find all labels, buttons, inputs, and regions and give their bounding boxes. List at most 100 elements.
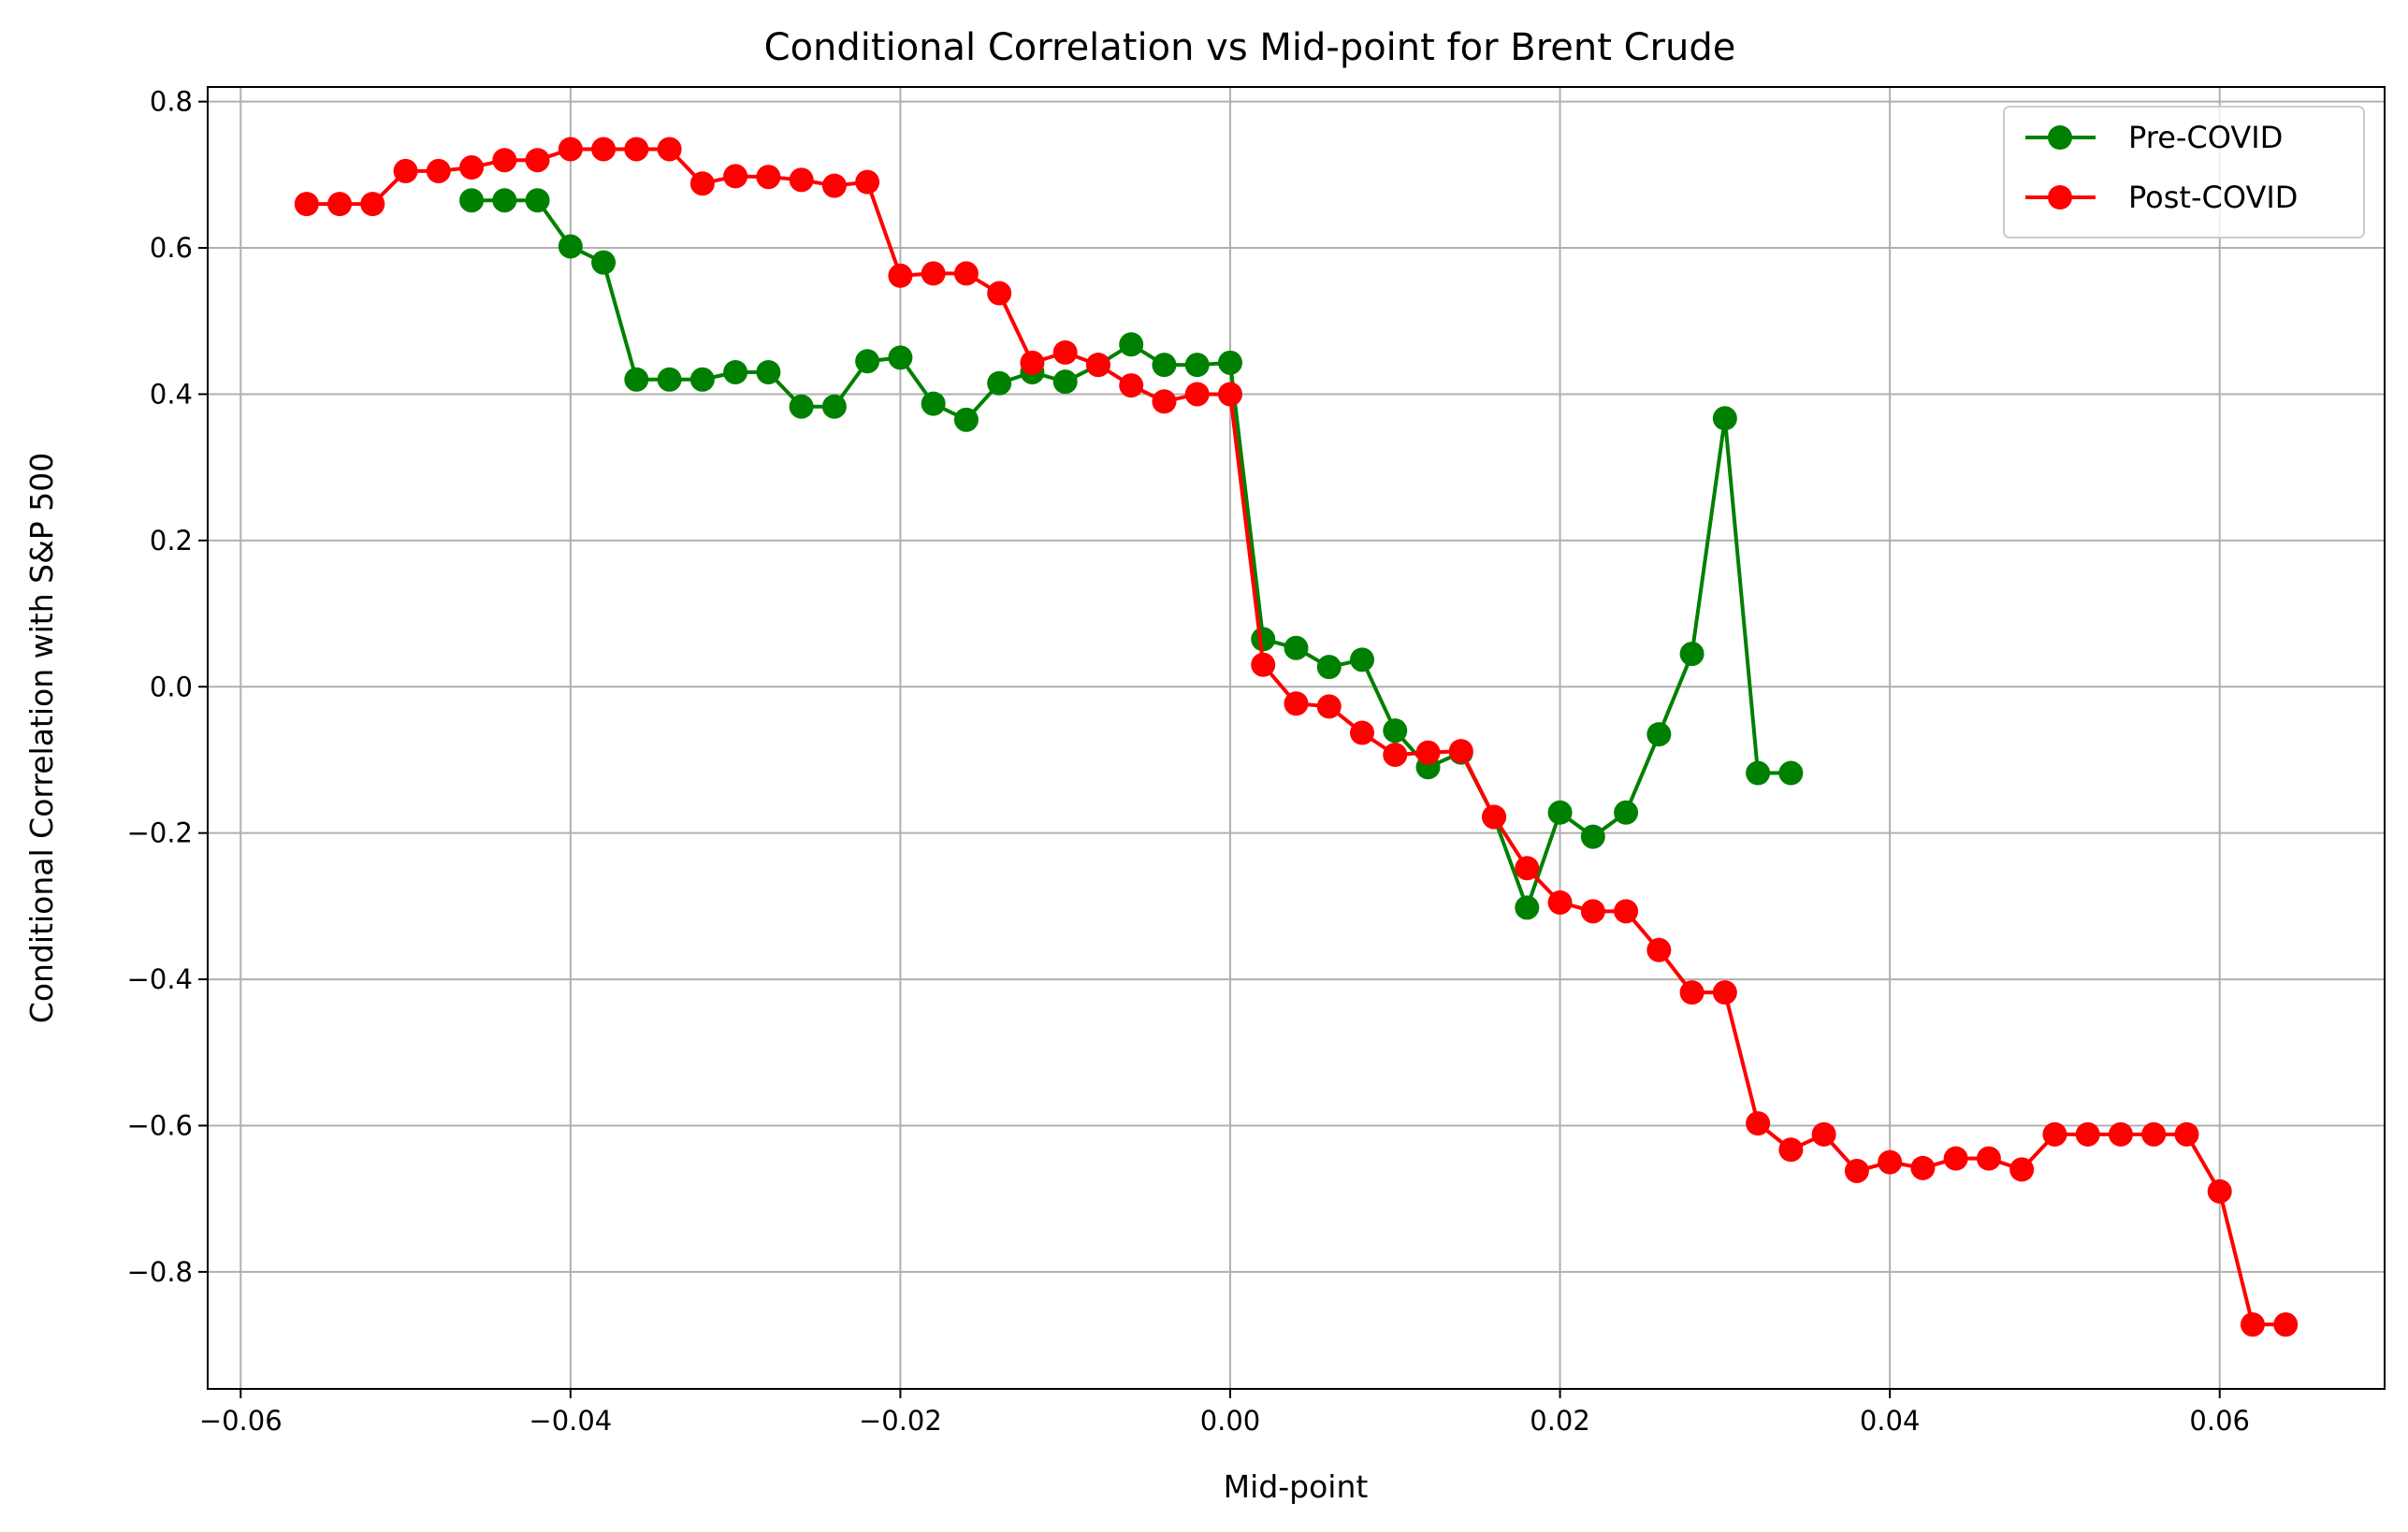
- data-point-post-covid: [1350, 720, 1375, 745]
- data-point-post-covid: [294, 192, 319, 217]
- data-point-post-covid: [393, 158, 418, 183]
- data-point-post-covid: [2141, 1121, 2167, 1147]
- data-point-post-covid: [1020, 350, 1045, 375]
- data-point-post-covid: [723, 164, 748, 189]
- data-point-pre-covid: [1580, 824, 1605, 849]
- data-point-post-covid: [1910, 1155, 1936, 1180]
- data-point-post-covid: [1778, 1137, 1804, 1163]
- data-point-pre-covid: [1712, 406, 1737, 431]
- data-point-post-covid: [426, 158, 451, 183]
- data-point-pre-covid: [1217, 350, 1242, 375]
- data-point-pre-covid: [1515, 895, 1540, 920]
- data-point-post-covid: [1646, 937, 1672, 962]
- y-tick-label: 0.0: [150, 671, 193, 702]
- data-point-post-covid: [525, 148, 550, 173]
- data-point-post-covid: [1316, 694, 1342, 719]
- data-point-post-covid: [1284, 691, 1309, 716]
- data-point-pre-covid: [789, 394, 814, 419]
- data-point-pre-covid: [1614, 800, 1639, 825]
- data-point-post-covid: [2174, 1121, 2199, 1147]
- data-point-post-covid: [821, 173, 847, 198]
- data-point-post-covid: [2108, 1121, 2133, 1147]
- legend-marker-post-covid: [2048, 185, 2072, 210]
- data-point-post-covid: [1217, 382, 1242, 407]
- x-tick-label: 0.02: [1530, 1405, 1590, 1437]
- data-point-post-covid: [2273, 1312, 2299, 1337]
- legend: Pre-COVID Post-COVID: [2003, 106, 2365, 238]
- data-point-pre-covid: [756, 359, 781, 384]
- data-point-post-covid: [1251, 652, 1276, 677]
- data-point-pre-covid: [657, 367, 682, 392]
- data-point-pre-covid: [1383, 718, 1408, 744]
- data-point-pre-covid: [591, 250, 617, 275]
- data-point-post-covid: [558, 137, 583, 162]
- data-point-pre-covid: [624, 367, 649, 392]
- series-layer: [294, 137, 2299, 1337]
- legend-marker-pre-covid: [2048, 125, 2072, 150]
- data-point-pre-covid: [1316, 655, 1342, 680]
- data-point-pre-covid: [888, 345, 913, 370]
- data-point-pre-covid: [525, 188, 550, 213]
- data-point-post-covid: [624, 137, 649, 162]
- data-point-post-covid: [987, 281, 1012, 306]
- data-point-pre-covid: [689, 367, 715, 392]
- data-point-post-covid: [1976, 1146, 2001, 1171]
- data-point-post-covid: [789, 167, 814, 193]
- data-point-pre-covid: [1119, 332, 1144, 357]
- data-point-pre-covid: [1052, 369, 1078, 395]
- data-point-pre-covid: [492, 188, 517, 213]
- legend-label-pre-covid: Pre-COVID: [2128, 120, 2283, 155]
- data-point-post-covid: [1085, 353, 1110, 378]
- data-point-post-covid: [1547, 889, 1573, 915]
- data-point-post-covid: [1943, 1146, 1968, 1171]
- data-point-post-covid: [459, 155, 485, 181]
- series-post-covid: [294, 137, 2299, 1337]
- data-point-post-covid: [921, 261, 946, 286]
- data-point-pre-covid: [1646, 722, 1672, 747]
- chart-title: Conditional Correlation vs Mid-point for…: [764, 26, 1736, 69]
- data-point-post-covid: [2009, 1157, 2035, 1182]
- data-point-pre-covid: [1547, 800, 1573, 825]
- data-point-pre-covid: [855, 349, 880, 374]
- data-point-post-covid: [1052, 340, 1078, 365]
- data-point-post-covid: [492, 148, 517, 173]
- data-point-post-covid: [1184, 382, 1210, 407]
- data-point-post-covid: [1746, 1111, 1771, 1136]
- data-point-post-covid: [2240, 1312, 2265, 1337]
- x-tick-label: −0.06: [199, 1405, 283, 1437]
- grid: [208, 87, 2385, 1389]
- x-tick-label: −0.04: [529, 1405, 612, 1437]
- data-point-post-covid: [1679, 980, 1704, 1005]
- data-point-post-covid: [888, 263, 913, 288]
- data-point-pre-covid: [1350, 647, 1375, 672]
- data-point-post-covid: [2042, 1121, 2067, 1147]
- x-tick-label: 0.04: [1860, 1405, 1921, 1437]
- data-point-post-covid: [1811, 1121, 1836, 1147]
- data-point-post-covid: [1515, 856, 1540, 881]
- data-point-post-covid: [327, 192, 353, 217]
- x-axis-label: Mid-point: [1224, 1468, 1369, 1505]
- data-point-post-covid: [1580, 899, 1605, 924]
- data-point-post-covid: [2075, 1121, 2100, 1147]
- plot-frame: [207, 86, 2386, 1390]
- data-point-post-covid: [591, 137, 617, 162]
- data-point-post-covid: [1448, 739, 1473, 764]
- x-axis: −0.06 −0.04 −0.02 0.00 0.02 0.04 0.06: [199, 1389, 2250, 1437]
- data-point-pre-covid: [1746, 760, 1771, 786]
- legend-label-post-covid: Post-COVID: [2128, 180, 2298, 215]
- y-tick-label: −0.4: [127, 963, 193, 995]
- data-point-pre-covid: [1184, 353, 1210, 378]
- data-point-pre-covid: [558, 234, 583, 259]
- data-point-post-covid: [1712, 980, 1737, 1005]
- data-point-post-covid: [855, 169, 880, 195]
- data-point-pre-covid: [1679, 642, 1704, 667]
- data-point-pre-covid: [1284, 635, 1309, 660]
- y-axis: −0.8 −0.6 −0.4 −0.2 0.0 0.2 0.4 0.6 0.8: [127, 86, 208, 1288]
- x-tick-label: −0.02: [859, 1405, 942, 1437]
- data-point-pre-covid: [1778, 760, 1804, 786]
- y-tick-label: −0.6: [127, 1109, 193, 1141]
- data-point-post-covid: [2207, 1178, 2232, 1204]
- data-point-pre-covid: [921, 391, 946, 416]
- data-point-post-covid: [756, 165, 781, 190]
